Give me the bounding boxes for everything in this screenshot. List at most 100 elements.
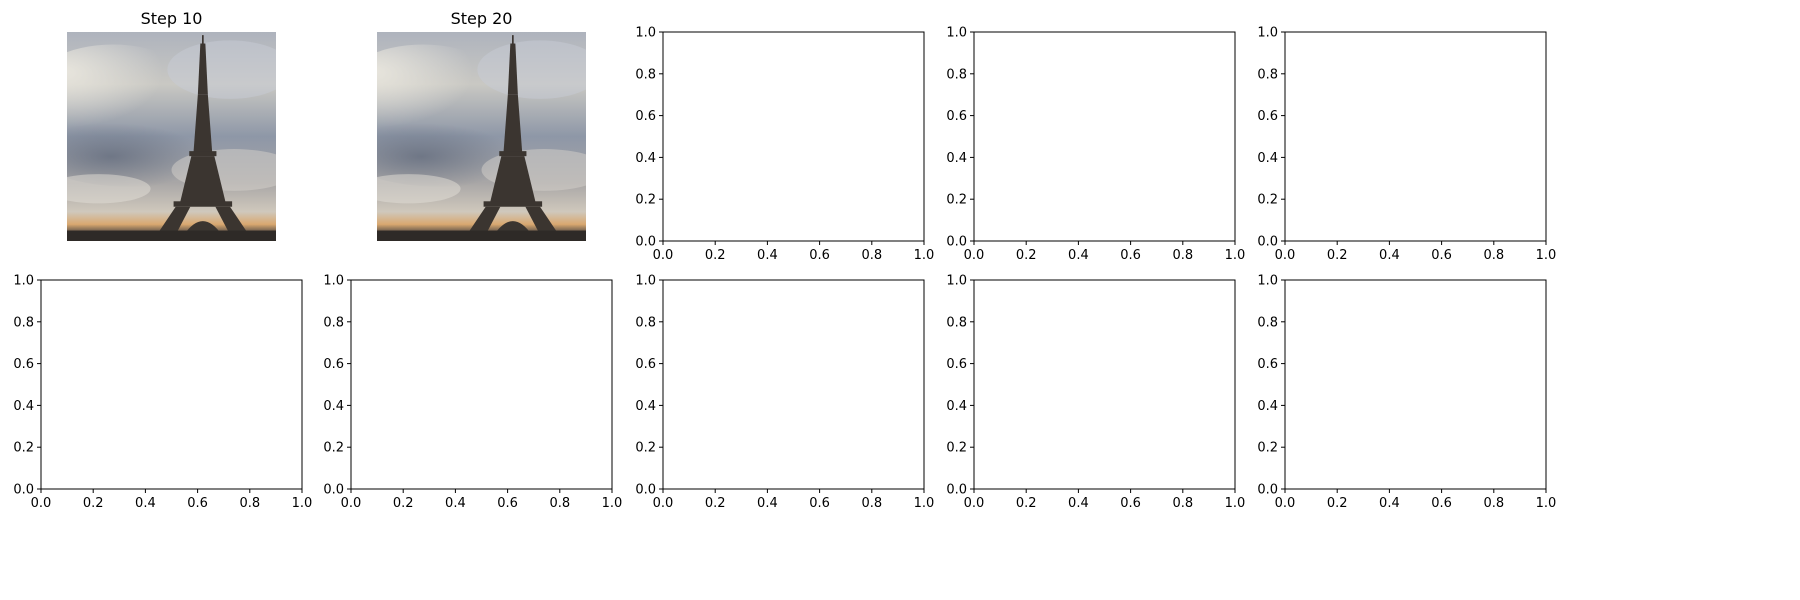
x-tick-label: 0.2 [1327, 248, 1348, 263]
y-tick-label: 0.0 [946, 235, 967, 250]
panel-1: Step 10 [67, 9, 276, 241]
x-tick-label: 0.4 [757, 248, 778, 263]
panel-2: Step 20 [377, 9, 586, 241]
x-tick-label: 0.6 [1431, 496, 1452, 511]
y-tick-label: 1.0 [1257, 274, 1278, 289]
panel-grid: Step 10 Step 20 0.0 0.2 0.4 0.6 0.8 1.0 0.0 0.2 0.… [13, 9, 1556, 511]
y-tick-label: 0.2 [323, 441, 344, 456]
x-tick-label: 0.8 [1483, 496, 1504, 511]
y-tick-label: 0.4 [635, 399, 656, 414]
x-tick-label: 0.4 [757, 496, 778, 511]
axes-frame [973, 31, 1236, 242]
x-tick-label: 0.0 [653, 496, 674, 511]
x-tick-label: 0.2 [1327, 496, 1348, 511]
panel-4: 0.0 0.2 0.4 0.6 0.8 1.0 0.0 0.2 0.4 0.6 0.8 1.0 [946, 26, 1245, 264]
y-tick-label: 1.0 [1257, 26, 1278, 41]
y-tick-label: 0.4 [1257, 151, 1278, 166]
panel-6: 0.0 0.2 0.4 0.6 0.8 1.0 0.0 0.2 0.4 0.6 0.8 1.0 [13, 274, 312, 512]
y-tick-label: 0.8 [946, 67, 967, 82]
axes-frame [40, 279, 303, 490]
x-tick-label: 0.8 [1483, 248, 1504, 263]
y-tick-label: 0.4 [946, 399, 967, 414]
x-tick-label: 1.0 [1225, 248, 1246, 263]
y-tick-label: 0.8 [946, 315, 967, 330]
y-tick-label: 0.0 [1257, 235, 1278, 250]
y-tick-label: 0.8 [13, 315, 34, 330]
x-tick-label: 1.0 [1536, 248, 1557, 263]
x-tick-label: 0.2 [705, 496, 726, 511]
x-tick-label: 0.2 [393, 496, 414, 511]
x-tick-label: 0.0 [1275, 496, 1296, 511]
y-tick-label: 0.6 [1257, 357, 1278, 372]
y-tick-label: 0.0 [1257, 483, 1278, 498]
x-tick-label: 0.8 [549, 496, 570, 511]
axes-frame [973, 279, 1236, 490]
y-tick-label: 0.6 [323, 357, 344, 372]
x-tick-label: 0.6 [1431, 248, 1452, 263]
panel-title: Step 10 [141, 9, 203, 28]
y-tick-label: 0.8 [635, 67, 656, 82]
x-tick-label: 0.8 [1172, 496, 1193, 511]
y-tick-label: 0.6 [946, 109, 967, 124]
y-tick-label: 0.6 [13, 357, 34, 372]
x-tick-label: 1.0 [292, 496, 313, 511]
y-tick-label: 0.4 [1257, 399, 1278, 414]
x-tick-label: 0.6 [187, 496, 208, 511]
x-tick-label: 0.6 [809, 496, 830, 511]
x-tick-label: 0.6 [1120, 248, 1141, 263]
x-tick-label: 0.8 [861, 496, 882, 511]
axes-frame [662, 279, 925, 490]
panel-title: Step 20 [451, 9, 513, 28]
y-tick-label: 0.0 [635, 235, 656, 250]
y-tick-label: 0.0 [635, 483, 656, 498]
x-tick-label: 0.0 [31, 496, 52, 511]
panel-5: 0.0 0.2 0.4 0.6 0.8 1.0 0.0 0.2 0.4 0.6 0.8 1.0 [1257, 26, 1556, 264]
x-tick-label: 0.0 [964, 496, 985, 511]
y-tick-label: 0.6 [946, 357, 967, 372]
x-tick-label: 0.2 [705, 248, 726, 263]
y-tick-label: 0.2 [635, 441, 656, 456]
x-tick-label: 0.0 [964, 248, 985, 263]
y-tick-label: 1.0 [13, 274, 34, 289]
x-tick-label: 0.8 [1172, 248, 1193, 263]
x-tick-label: 1.0 [1225, 496, 1246, 511]
x-tick-label: 0.4 [1379, 248, 1400, 263]
x-tick-label: 0.4 [1068, 248, 1089, 263]
x-tick-label: 0.0 [341, 496, 362, 511]
y-tick-label: 0.4 [946, 151, 967, 166]
y-tick-label: 0.0 [323, 483, 344, 498]
y-tick-label: 1.0 [635, 26, 656, 41]
y-tick-label: 0.6 [1257, 109, 1278, 124]
y-tick-label: 0.0 [946, 483, 967, 498]
x-tick-label: 0.4 [445, 496, 466, 511]
y-tick-label: 0.8 [1257, 67, 1278, 82]
x-tick-label: 0.6 [1120, 496, 1141, 511]
y-tick-label: 0.2 [1257, 441, 1278, 456]
x-tick-label: 0.4 [1068, 496, 1089, 511]
axes-frame [1284, 279, 1547, 490]
y-tick-label: 0.0 [13, 483, 34, 498]
y-tick-label: 0.6 [635, 109, 656, 124]
y-tick-label: 0.2 [1257, 193, 1278, 208]
y-tick-label: 1.0 [323, 274, 344, 289]
x-tick-label: 0.6 [809, 248, 830, 263]
y-tick-label: 0.4 [13, 399, 34, 414]
axes-frame [662, 31, 925, 242]
axes-frame [350, 279, 613, 490]
x-tick-label: 0.2 [1016, 496, 1037, 511]
axes-frame [1284, 31, 1547, 242]
y-tick-label: 1.0 [635, 274, 656, 289]
x-tick-label: 0.8 [861, 248, 882, 263]
y-tick-label: 0.4 [323, 399, 344, 414]
y-tick-label: 1.0 [946, 274, 967, 289]
panel-8: 0.0 0.2 0.4 0.6 0.8 1.0 0.0 0.2 0.4 0.6 0.8 1.0 [635, 274, 934, 512]
x-tick-label: 0.4 [135, 496, 156, 511]
x-tick-label: 1.0 [914, 248, 935, 263]
panel-9: 0.0 0.2 0.4 0.6 0.8 1.0 0.0 0.2 0.4 0.6 0.8 1.0 [946, 274, 1245, 512]
x-tick-label: 0.2 [1016, 248, 1037, 263]
y-tick-label: 0.2 [946, 193, 967, 208]
x-tick-label: 0.6 [497, 496, 518, 511]
panel-7: 0.0 0.2 0.4 0.6 0.8 1.0 0.0 0.2 0.4 0.6 0.8 1.0 [323, 274, 622, 512]
y-tick-label: 0.2 [13, 441, 34, 456]
